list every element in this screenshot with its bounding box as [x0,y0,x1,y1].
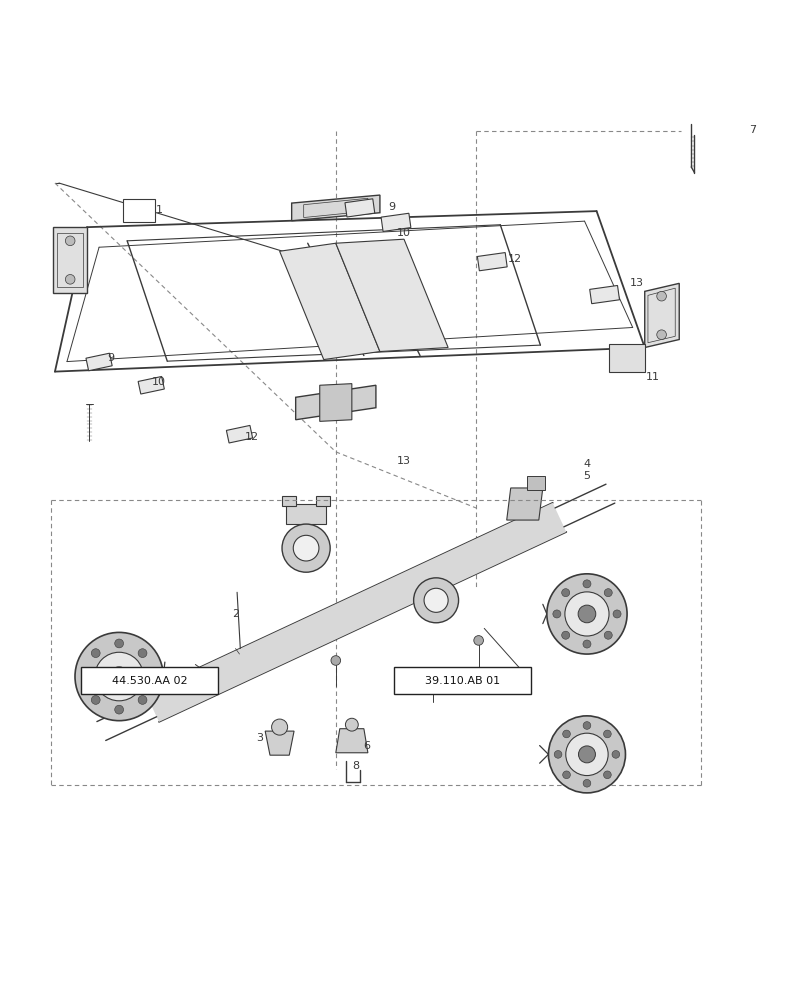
Circle shape [583,779,591,787]
Circle shape [566,733,608,776]
Circle shape [428,672,438,681]
Circle shape [612,751,620,758]
Polygon shape [336,239,448,352]
Text: 1: 1 [156,205,162,215]
Text: 2: 2 [232,609,239,619]
Circle shape [282,524,330,572]
Circle shape [65,275,75,284]
Polygon shape [345,199,375,217]
Polygon shape [138,376,164,394]
Circle shape [109,667,128,686]
Circle shape [293,535,319,561]
Polygon shape [86,353,112,371]
Circle shape [553,610,561,618]
Circle shape [579,605,595,623]
Circle shape [148,672,157,681]
Circle shape [65,236,75,246]
Circle shape [562,631,570,639]
Polygon shape [608,344,645,372]
Circle shape [604,589,612,597]
Polygon shape [381,213,411,231]
Circle shape [613,610,621,618]
Circle shape [604,771,611,779]
Circle shape [138,649,147,658]
Circle shape [657,291,667,301]
Circle shape [91,696,100,704]
Text: 1: 1 [136,205,143,215]
Text: 10: 10 [152,377,166,387]
Circle shape [579,746,595,763]
Circle shape [115,639,124,648]
Polygon shape [292,195,380,221]
Bar [394,667,531,694]
Circle shape [75,632,163,721]
Polygon shape [282,496,297,506]
Text: 9: 9 [389,202,396,212]
Circle shape [565,592,609,636]
Circle shape [115,705,124,714]
Polygon shape [336,729,368,753]
Circle shape [473,636,483,645]
Polygon shape [145,503,566,722]
Bar [82,667,218,694]
Text: 12: 12 [507,254,522,264]
Polygon shape [590,285,620,304]
Circle shape [554,751,562,758]
Polygon shape [316,496,330,506]
Text: 7: 7 [750,125,756,135]
Circle shape [414,578,459,623]
Text: 5: 5 [583,471,591,481]
Polygon shape [53,227,87,293]
Text: 12: 12 [245,432,259,442]
Polygon shape [507,488,543,520]
Circle shape [583,722,591,729]
Circle shape [657,330,667,340]
Polygon shape [286,504,326,524]
Text: 4: 4 [583,459,591,469]
Circle shape [138,696,147,704]
Polygon shape [265,731,294,755]
Text: 6: 6 [363,741,370,751]
Circle shape [331,656,341,665]
Text: 44.530.AA 02: 44.530.AA 02 [112,676,187,686]
Circle shape [82,672,90,681]
Circle shape [583,640,591,648]
Text: 8: 8 [352,761,360,771]
Polygon shape [478,253,507,271]
Polygon shape [226,425,253,443]
Circle shape [95,652,143,701]
Bar [123,199,155,222]
Polygon shape [280,243,380,360]
Circle shape [604,730,611,738]
Text: 3: 3 [256,733,263,743]
Circle shape [604,631,612,639]
Polygon shape [527,476,545,490]
Circle shape [271,719,288,735]
Circle shape [346,718,358,731]
Circle shape [424,588,448,612]
Circle shape [547,574,627,654]
Circle shape [583,580,591,588]
Text: 13: 13 [397,456,411,466]
Circle shape [562,589,570,597]
Text: 10: 10 [397,228,411,238]
Text: 9: 9 [107,353,115,363]
Circle shape [562,771,570,779]
Text: 13: 13 [629,278,644,288]
Text: 39.110.AB 01: 39.110.AB 01 [425,676,500,686]
Circle shape [562,730,570,738]
Circle shape [549,716,625,793]
Polygon shape [296,385,376,420]
Polygon shape [645,283,680,348]
Text: 11: 11 [646,372,660,382]
Circle shape [91,649,100,658]
Polygon shape [320,384,351,421]
